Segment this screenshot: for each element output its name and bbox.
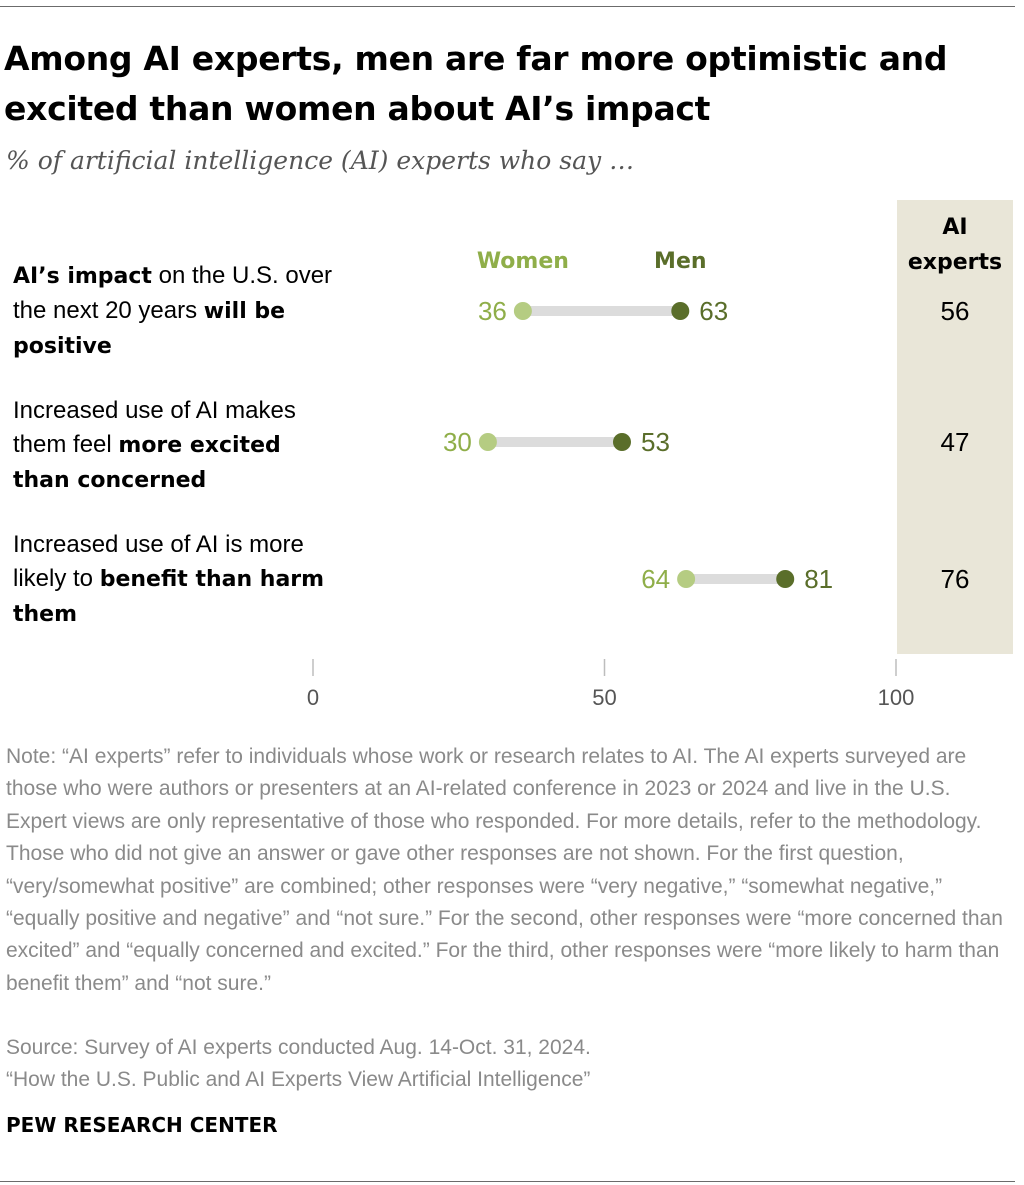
women-dot xyxy=(677,570,696,588)
row-label-2-part: Increased use of AI makes them feel xyxy=(13,397,296,458)
row-label-1-part: on the U.S. over the next 20 years xyxy=(13,262,333,324)
row-label-3-part: Increased use of AI is more likely to xyxy=(13,531,304,592)
dot-plot: AI experts Women Men 36 63 56 30 53 47 64 81 76 0 50 10… xyxy=(307,200,1013,710)
row-label-1-part: will be positive xyxy=(13,299,286,359)
ai-experts-value: 56 xyxy=(941,296,970,326)
legend-women: Women xyxy=(477,249,569,274)
row-label-1-part: AI’s impact xyxy=(13,264,152,289)
row-label-3-part: benefit than harm them xyxy=(13,567,325,627)
axis-tick-label: 50 xyxy=(592,685,616,710)
publisher-name: PEW RESEARCH CENTER xyxy=(6,1113,278,1137)
men-dot xyxy=(776,570,795,588)
chart-note: Note: “AI experts” refer to individuals … xyxy=(6,745,1003,995)
ai-experts-header-line-1: AI xyxy=(942,215,967,240)
chart-source: Source: Survey of AI experts conducted A… xyxy=(6,1036,591,1059)
women-value-label: 36 xyxy=(478,296,507,326)
women-dot xyxy=(478,433,497,451)
ai-experts-value: 47 xyxy=(941,427,970,457)
legend-men: Men xyxy=(654,249,706,274)
row-label-3: Increased use of AI is more likely to be… xyxy=(13,528,333,632)
women-dot xyxy=(513,302,532,320)
men-value-label: 63 xyxy=(699,296,728,326)
bottom-rule xyxy=(0,1181,1015,1182)
women-value-label: 30 xyxy=(443,427,472,457)
men-value-label: 81 xyxy=(804,564,833,594)
row-label-1: AI’s impact on the U.S. over the next 20… xyxy=(13,259,333,364)
chart-subtitle: % of artificial intelligence (AI) expert… xyxy=(6,146,635,175)
top-rule xyxy=(0,6,1015,7)
report-title: “How the U.S. Public and AI Experts View… xyxy=(6,1068,591,1091)
row-label-2: Increased use of AI makes them feel more… xyxy=(13,394,333,498)
axis-tick-label: 100 xyxy=(878,685,915,710)
ai-experts-column-bg xyxy=(897,200,1013,654)
chart-title: Among AI experts, men are far more optim… xyxy=(4,39,948,128)
axis-tick-label: 0 xyxy=(307,685,319,710)
women-value-label: 64 xyxy=(641,564,670,594)
men-dot xyxy=(671,302,690,320)
row-label-2-part: more excited than concerned xyxy=(13,433,281,493)
ai-experts-value: 76 xyxy=(941,564,970,594)
men-value-label: 53 xyxy=(641,427,670,457)
ai-experts-header-line-2: experts xyxy=(908,250,1002,275)
men-dot xyxy=(612,433,631,451)
